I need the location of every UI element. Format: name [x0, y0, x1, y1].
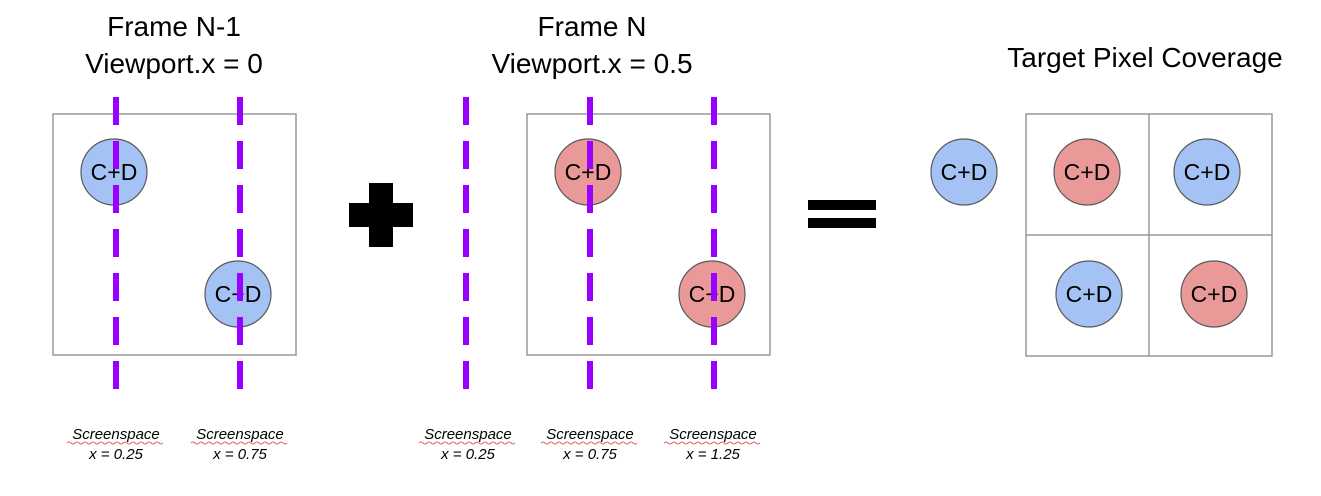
caption-value: x = 0.25 [440, 446, 495, 463]
caption-value: x = 1.25 [685, 446, 740, 463]
sample-label: C+D [1184, 159, 1231, 185]
target-cell-top-right: C+D [1173, 138, 1241, 206]
frame-curr-sample-top: C+D [554, 138, 622, 206]
caption-prev-075: Screenspace x = 0.75 [190, 426, 288, 463]
frame-curr-title: Frame N [538, 11, 647, 42]
spellcheck-squiggle [540, 441, 638, 445]
target-coverage-grid: C+D C+D C+D C+D [1025, 113, 1273, 357]
caption-prev-025: Screenspace x = 0.25 [66, 426, 164, 463]
sample-circle-blue [1173, 138, 1241, 206]
frame-prev-box [52, 113, 297, 356]
caption-value: x = 0.75 [212, 446, 267, 463]
target-coverage-title: Target Pixel Coverage [1007, 42, 1282, 73]
caption-word: Screenspace [424, 426, 512, 443]
frame-prev-title: Frame N-1 [107, 11, 241, 42]
sample-circle-red [1053, 138, 1121, 206]
sample-label: C+D [941, 159, 988, 185]
caption-word: Screenspace [546, 426, 634, 443]
sample-label: C+D [1191, 281, 1238, 307]
sample-label: C+D [1066, 281, 1113, 307]
spellcheck-squiggle [418, 441, 516, 445]
sample-circle-blue [1055, 260, 1123, 328]
target-cell-top-left: C+D [1053, 138, 1121, 206]
spellcheck-squiggle [663, 441, 761, 445]
target-standalone-sample: C+D [930, 138, 998, 206]
caption-curr-025: Screenspace x = 0.25 [418, 426, 516, 463]
sample-circle-red [1180, 260, 1248, 328]
frame-curr-panel: C+D C+D Screenspace x = 0.25 Screenspace… [418, 97, 771, 463]
target-cell-bottom-right: C+D [1180, 260, 1248, 328]
caption-word: Screenspace [196, 426, 284, 443]
caption-word: Screenspace [669, 426, 757, 443]
target-cell-bottom-left: C+D [1055, 260, 1123, 328]
frame-prev-panel: C+D C+D Screenspace x = 0.25 Screenspace… [52, 97, 297, 463]
equals-sign-icon [808, 200, 876, 228]
sample-label: C+D [1064, 159, 1111, 185]
caption-value: x = 0.75 [562, 446, 617, 463]
frame-prev-viewport: Viewport.x = 0 [85, 48, 263, 79]
sample-circle-blue [930, 138, 998, 206]
plus-sign-icon [349, 183, 413, 247]
caption-value: x = 0.25 [88, 446, 143, 463]
frame-curr-viewport: Viewport.x = 0.5 [491, 48, 692, 79]
spellcheck-squiggle [66, 441, 164, 445]
frame-curr-box [526, 113, 771, 356]
caption-word: Screenspace [72, 426, 160, 443]
caption-curr-125: Screenspace x = 1.25 [663, 426, 761, 463]
caption-curr-075: Screenspace x = 0.75 [540, 426, 638, 463]
spellcheck-squiggle [190, 441, 288, 445]
